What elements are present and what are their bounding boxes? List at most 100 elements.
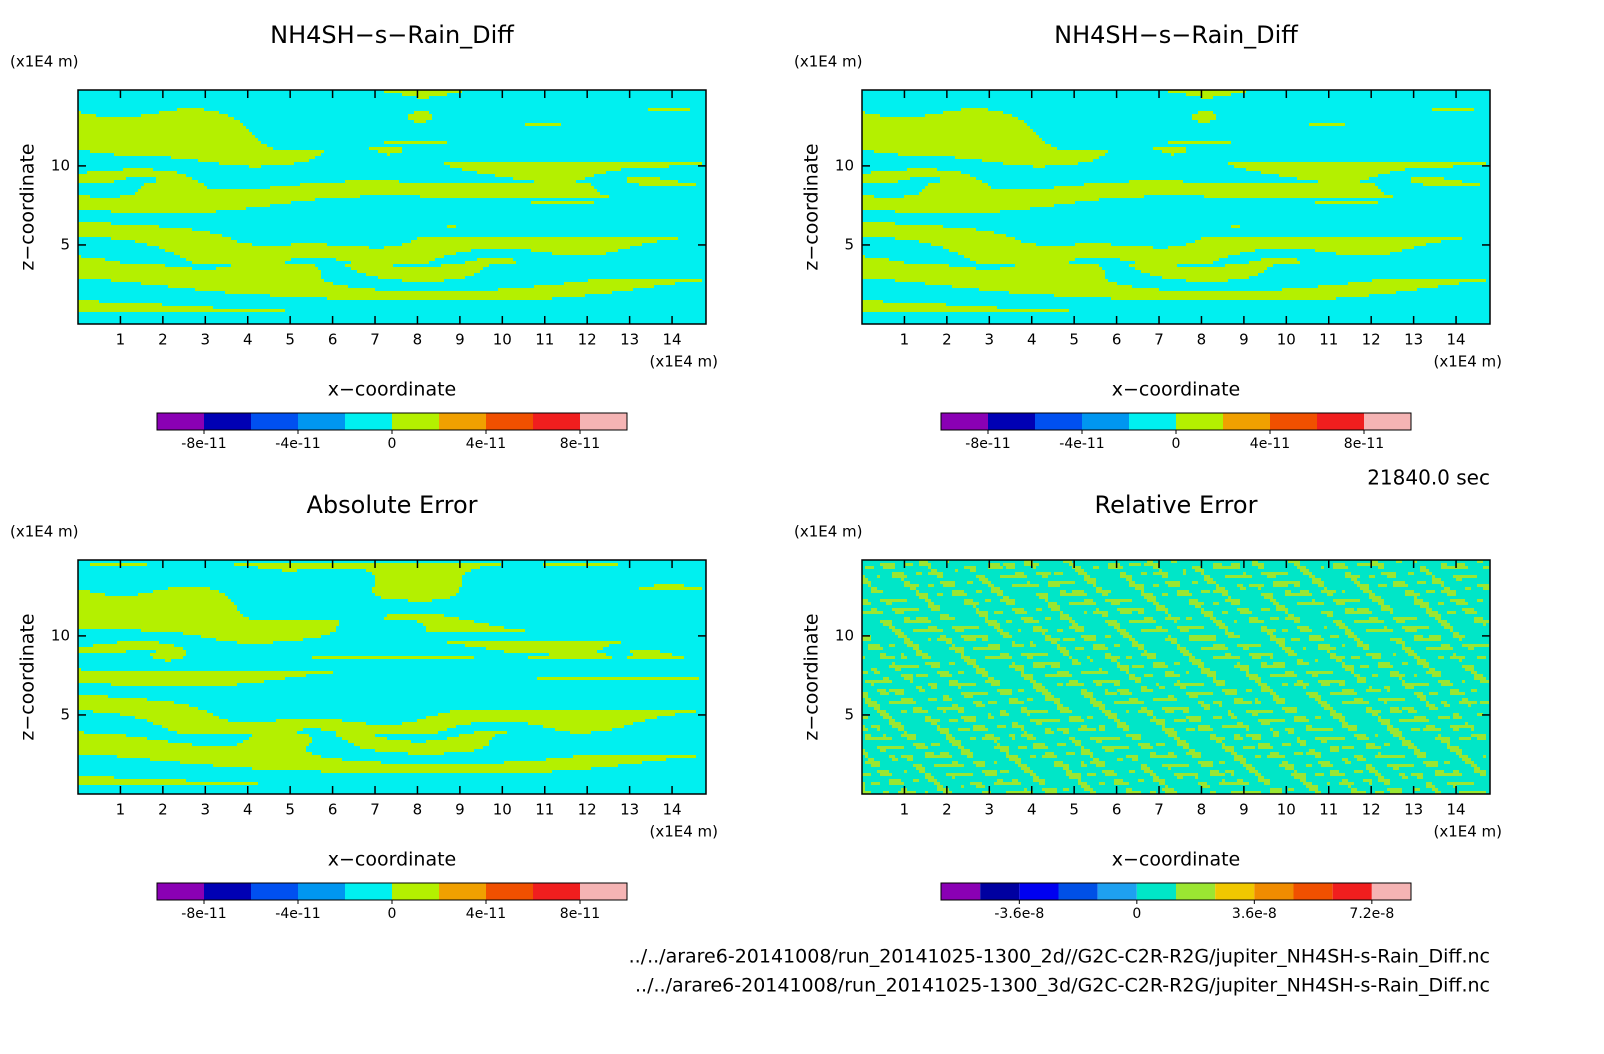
x-tick-label: 13 xyxy=(1404,331,1423,349)
colorbar-box xyxy=(580,883,627,900)
x-tick-label: 10 xyxy=(493,801,512,819)
colorbar-box xyxy=(941,413,988,430)
x-tick-label: 1 xyxy=(116,801,126,819)
colorbar-box xyxy=(486,413,533,430)
y-tick-label: 10 xyxy=(51,156,70,174)
colorbar-box xyxy=(1332,883,1372,900)
x-unit: (x1E4 m) xyxy=(1433,353,1502,371)
colorbar-box xyxy=(1293,883,1333,900)
x-tick-label: 14 xyxy=(663,801,682,819)
contour-fill xyxy=(862,560,1489,794)
colorbar-box xyxy=(298,413,345,430)
x-tick-label: 5 xyxy=(285,801,295,819)
y-tick-label: 5 xyxy=(60,235,70,253)
colorbar-box xyxy=(1176,413,1223,430)
x-tick-label: 12 xyxy=(1362,331,1381,349)
colorbar-box xyxy=(1254,883,1294,900)
colorbar-box xyxy=(980,883,1020,900)
y-tick-label: 10 xyxy=(51,626,70,644)
colorbar-tick-label: -8e-11 xyxy=(181,906,226,922)
y-tick-label: 5 xyxy=(844,235,854,253)
x-tick-label: 3 xyxy=(201,801,211,819)
colorbar-box xyxy=(1082,413,1129,430)
colorbar-box xyxy=(1270,413,1317,430)
colorbar-box xyxy=(392,413,439,430)
x-tick-label: 4 xyxy=(1027,801,1037,819)
colorbar-tick-label: -8e-11 xyxy=(181,436,226,452)
colorbar-box xyxy=(157,413,204,430)
y-axis-label: z−coordinate xyxy=(17,143,39,270)
colorbar-box xyxy=(1364,413,1411,430)
x-tick-label: 4 xyxy=(1027,331,1037,349)
x-tick-label: 7 xyxy=(370,801,380,819)
colorbar-tick-label: 0 xyxy=(1172,436,1181,452)
plot-frame xyxy=(77,559,707,795)
contour-fill xyxy=(78,90,702,312)
colorbar-tick-label: 8e-11 xyxy=(560,436,600,452)
colorbar-box xyxy=(1215,883,1255,900)
colorbar-box xyxy=(204,413,251,430)
colorbar-box xyxy=(1371,883,1411,900)
x-tick-label: 9 xyxy=(455,331,465,349)
colorbar-tick-label: 8e-11 xyxy=(1344,436,1384,452)
x-axis-label: x−coordinate xyxy=(328,379,457,401)
colorbar-box xyxy=(486,883,533,900)
x-unit: (x1E4 m) xyxy=(649,353,718,371)
colorbar-box xyxy=(345,413,392,430)
colorbar-tick-label: -4e-11 xyxy=(275,436,320,452)
colorbar-box xyxy=(1058,883,1098,900)
file-path: ../../arare6-20141008/run_20141025-1300_… xyxy=(635,975,1490,997)
colorbar-box xyxy=(988,413,1035,430)
colorbar-box xyxy=(157,883,204,900)
x-tick-label: 11 xyxy=(1319,801,1338,819)
x-tick-label: 4 xyxy=(243,801,253,819)
y-axis-label: z−coordinate xyxy=(17,613,39,740)
x-tick-label: 2 xyxy=(158,331,168,349)
colorbar-box xyxy=(1019,883,1059,900)
colorbar-tick-label: 7.2e-8 xyxy=(1349,906,1394,922)
x-tick-label: 14 xyxy=(1447,801,1466,819)
y-axis-label: z−coordinate xyxy=(801,143,823,270)
x-tick-label: 7 xyxy=(370,331,380,349)
colorbar-box xyxy=(345,883,392,900)
x-tick-label: 5 xyxy=(1069,331,1079,349)
colorbar-tick-label: 0 xyxy=(388,436,397,452)
x-unit: (x1E4 m) xyxy=(649,823,718,841)
x-tick-label: 13 xyxy=(620,801,639,819)
x-tick-label: 9 xyxy=(1239,331,1249,349)
y-tick-label: 10 xyxy=(835,626,854,644)
panel-title: Absolute Error xyxy=(306,491,477,519)
colorbar-tick-label: 8e-11 xyxy=(560,906,600,922)
colorbar-tick-label: 0 xyxy=(1132,906,1141,922)
x-tick-label: 3 xyxy=(985,331,995,349)
x-tick-label: 8 xyxy=(413,331,423,349)
y-unit: (x1E4 m) xyxy=(10,53,79,71)
x-tick-label: 8 xyxy=(1197,331,1207,349)
x-tick-label: 10 xyxy=(1277,801,1296,819)
x-tick-label: 10 xyxy=(493,331,512,349)
colorbar-box xyxy=(1035,413,1082,430)
x-tick-label: 6 xyxy=(328,331,338,349)
x-tick-label: 9 xyxy=(1239,801,1249,819)
x-axis-label: x−coordinate xyxy=(1112,849,1241,871)
x-tick-label: 2 xyxy=(158,801,168,819)
x-tick-label: 12 xyxy=(1362,801,1381,819)
colorbar-tick-label: -4e-11 xyxy=(275,906,320,922)
colorbar-box xyxy=(1176,883,1216,900)
x-tick-label: 2 xyxy=(942,801,952,819)
panel-title: Relative Error xyxy=(1095,491,1258,519)
x-tick-label: 13 xyxy=(620,331,639,349)
time-label: 21840.0 sec xyxy=(1367,466,1490,490)
x-axis-label: x−coordinate xyxy=(1112,379,1241,401)
y-axis-label: z−coordinate xyxy=(801,613,823,740)
x-tick-label: 6 xyxy=(328,801,338,819)
y-unit: (x1E4 m) xyxy=(794,53,863,71)
colorbar-box xyxy=(1136,883,1176,900)
colorbar-box xyxy=(392,883,439,900)
x-tick-label: 14 xyxy=(663,331,682,349)
colorbar-tick-label: 4e-11 xyxy=(1250,436,1290,452)
colorbar-box xyxy=(941,883,981,900)
x-tick-label: 5 xyxy=(1069,801,1079,819)
x-tick-label: 13 xyxy=(1404,801,1423,819)
